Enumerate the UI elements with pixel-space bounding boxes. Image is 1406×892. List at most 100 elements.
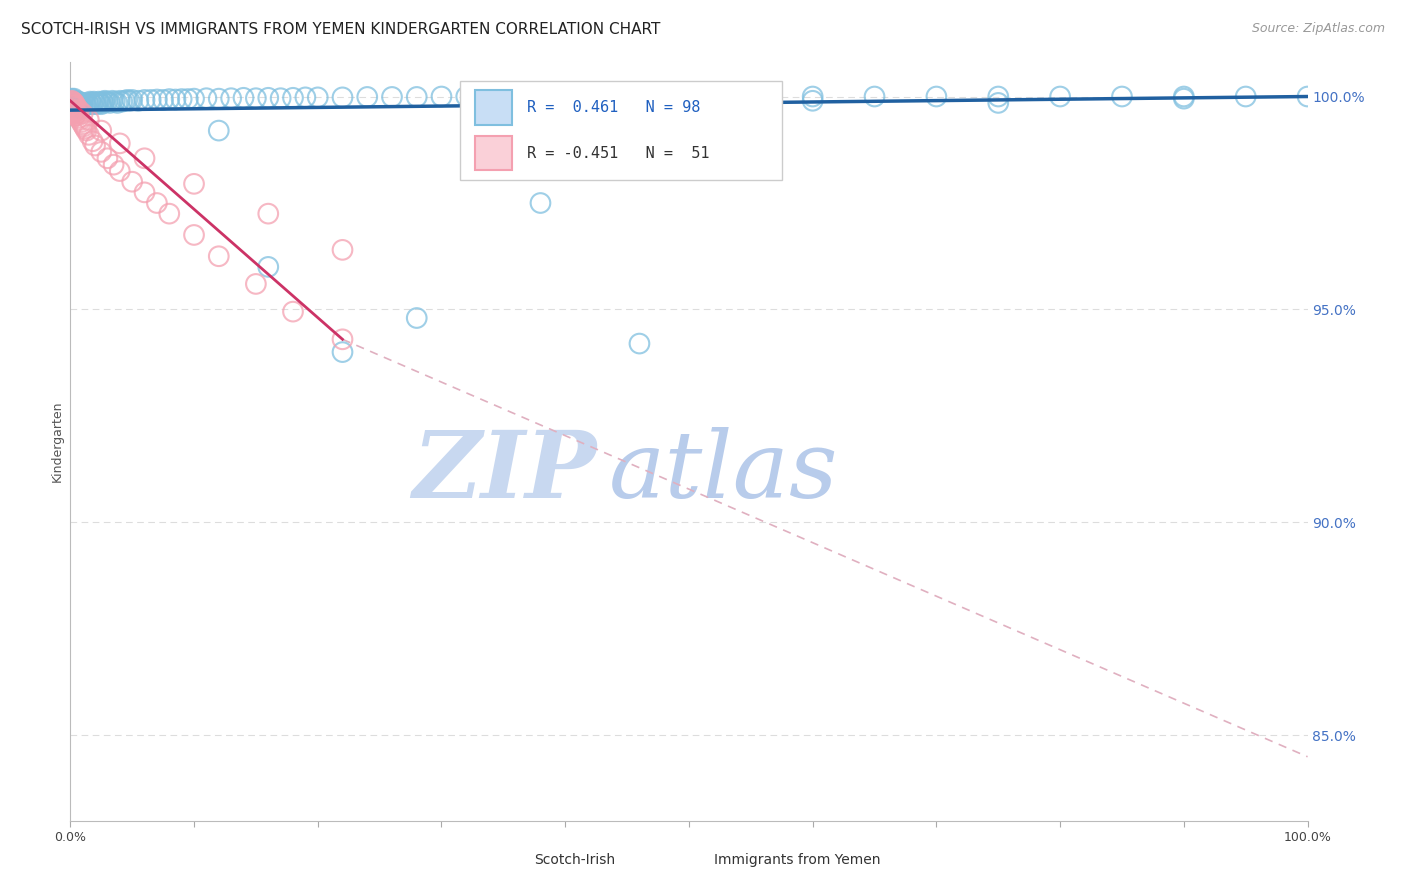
Point (67, 95, 90, 109)
Point (63, 106, 86, 120)
FancyBboxPatch shape (460, 81, 782, 180)
Point (62, 95, 84, 109)
Point (60, 103, 83, 117)
Text: ZIP: ZIP (412, 427, 596, 516)
Point (67, 99, 90, 113)
Point (76, 95, 98, 110)
Point (65, 94, 87, 108)
Point (90, 123, 112, 137)
Point (66, 100, 89, 114)
Point (73, 120, 96, 134)
Point (65, 106, 87, 120)
Point (146, 196, 169, 211)
Point (332, 90, 354, 104)
Point (79, 95, 101, 109)
Point (90, 145, 112, 159)
Text: atlas: atlas (609, 427, 838, 516)
Text: Source: ZipAtlas.com: Source: ZipAtlas.com (1251, 22, 1385, 36)
Point (84, 138, 107, 153)
Point (69, 95, 91, 110)
Point (121, 93, 143, 107)
Point (332, 332, 354, 346)
Point (60, 92, 83, 106)
Point (127, 94, 149, 108)
Point (108, 164, 131, 178)
Point (91, 95, 114, 109)
Point (801, 89, 824, 103)
Point (94, 94, 117, 108)
Point (208, 249, 231, 263)
Point (67, 111, 90, 125)
Point (740, 89, 762, 103)
Point (183, 177, 205, 191)
Point (104, 95, 127, 109)
Point (108, 136, 131, 151)
Point (65, 99, 87, 113)
Point (77, 112, 100, 127)
Point (70, 115, 93, 129)
Point (1234, 89, 1257, 103)
Point (381, 90, 404, 104)
Point (101, 94, 124, 108)
Point (987, 95, 1010, 110)
Point (62, 100, 84, 114)
Point (62, 104, 84, 119)
Point (77, 128, 100, 142)
Point (65, 98, 87, 112)
Point (115, 93, 138, 107)
Text: R = -0.451   N =  51: R = -0.451 N = 51 (527, 145, 710, 161)
Point (270, 91, 292, 105)
Point (219, 91, 242, 105)
Point (63, 95, 86, 110)
Point (60, 94, 83, 108)
Point (84, 97, 107, 112)
Y-axis label: Kindergarten: Kindergarten (51, 401, 63, 483)
Point (111, 95, 134, 109)
Point (62, 97, 84, 112)
Point (579, 89, 602, 103)
Point (183, 92, 205, 106)
Point (529, 89, 551, 103)
Point (63, 103, 86, 117)
Bar (498, 848, 524, 871)
Point (157, 92, 180, 106)
Point (66, 95, 89, 110)
Point (86, 95, 108, 110)
Point (183, 227, 205, 242)
Point (281, 304, 304, 318)
Point (60, 106, 83, 120)
Point (69, 100, 91, 114)
Point (1111, 89, 1133, 103)
Text: SCOTCH-IRISH VS IMMIGRANTS FROM YEMEN KINDERGARTEN CORRELATION CHART: SCOTCH-IRISH VS IMMIGRANTS FROM YEMEN KI… (21, 22, 661, 37)
Point (96, 151, 118, 165)
Point (405, 311, 427, 326)
Point (75, 121, 97, 136)
Point (60, 95, 83, 110)
Text: R =  0.461   N = 98: R = 0.461 N = 98 (527, 100, 700, 115)
Point (1173, 89, 1195, 103)
Point (82, 97, 104, 112)
Point (332, 345, 354, 359)
Point (165, 93, 187, 107)
Point (628, 89, 651, 103)
Point (62, 98, 84, 112)
Point (65, 109, 87, 123)
Point (257, 91, 280, 105)
Point (863, 89, 886, 103)
Point (208, 123, 231, 137)
Point (257, 207, 280, 221)
Point (75, 98, 97, 112)
Point (62, 94, 84, 108)
Point (405, 90, 427, 104)
Point (492, 89, 515, 103)
Point (90, 97, 112, 112)
Point (134, 186, 156, 200)
Point (1049, 89, 1071, 103)
Point (70, 97, 93, 112)
Point (529, 196, 551, 211)
Point (89, 95, 111, 110)
Bar (475, 136, 512, 170)
Point (66, 109, 89, 123)
Point (63, 99, 86, 113)
Point (70, 102, 93, 116)
